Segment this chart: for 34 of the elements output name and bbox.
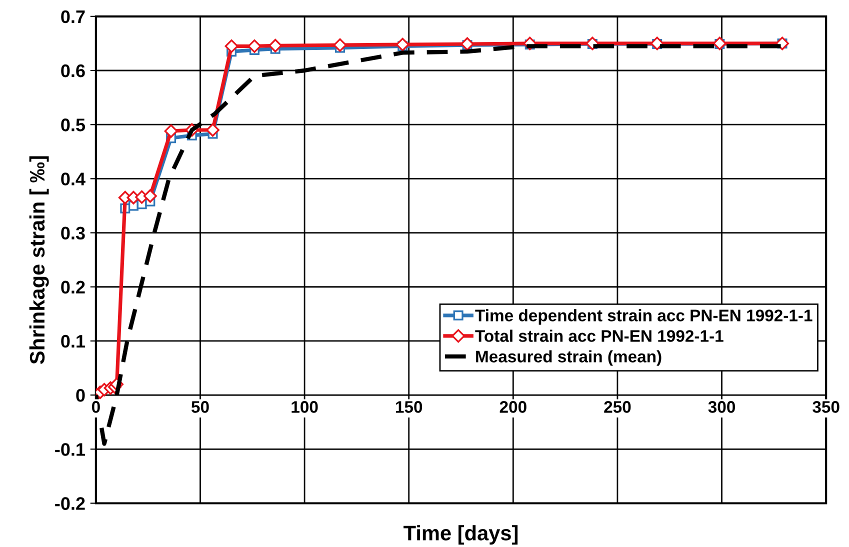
x-tick-label: 150	[396, 401, 422, 413]
y-tick-label: 0.4	[61, 172, 86, 186]
point	[712, 36, 726, 50]
y-tick-label: 0.7	[61, 10, 85, 24]
point	[268, 38, 282, 52]
point	[650, 36, 664, 50]
x-tick-label: 200	[500, 401, 526, 413]
point	[164, 124, 178, 138]
x-tick-label: 250	[604, 401, 631, 413]
x-axis-title: Time [days]	[404, 525, 518, 545]
point	[248, 39, 262, 53]
point	[143, 189, 157, 203]
legend-label: Measured strain (mean)	[476, 350, 662, 366]
point	[460, 37, 474, 51]
y-tick-label: 0.1	[61, 334, 86, 348]
y-tick-label: -0.2	[55, 497, 85, 510]
point	[206, 123, 220, 137]
point	[396, 38, 410, 52]
y-tick-label: 0.2	[61, 280, 85, 294]
y-tick-label: 0	[76, 388, 85, 402]
point	[224, 39, 238, 53]
legend-label: Time dependent strain acc PN-EN 1992-1-1	[475, 309, 812, 325]
x-tick-label: 350	[812, 401, 840, 413]
y-tick-label: -0.1	[55, 443, 86, 456]
y-tick-label: 0.3	[61, 226, 85, 240]
y-tick-label: 0.6	[61, 64, 85, 78]
x-tick-label: 50	[191, 401, 209, 413]
legend-label: Total strain acc PN-EN 1992-1-1	[475, 330, 724, 342]
x-tick-label: 0	[92, 401, 100, 413]
y-axis-title: Shrinkage strain [ ‰]	[29, 156, 49, 364]
x-tick-label: 300	[708, 401, 735, 413]
point	[333, 38, 347, 52]
x-tick-label: 100	[292, 401, 318, 413]
y-tick-label: 0.5	[61, 118, 86, 132]
